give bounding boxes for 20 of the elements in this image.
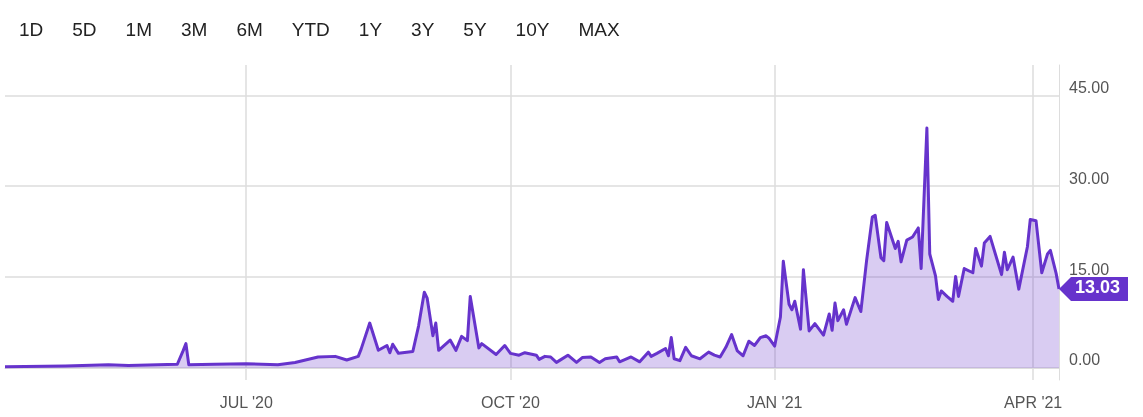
y-tick-label: 0.00 — [1069, 351, 1101, 369]
y-tick-label: 30.00 — [1069, 169, 1110, 187]
text: 1D — [19, 19, 44, 41]
text: 10Y — [515, 19, 550, 41]
text: 5Y — [463, 19, 487, 41]
annotation: 13.03 — [1059, 276, 1129, 301]
text: 1M — [125, 19, 152, 41]
text: 5D — [72, 19, 97, 41]
text: 3Y — [411, 19, 435, 41]
x-tick-label: JUL '20 — [219, 393, 273, 411]
x-tick-label: OCT '20 — [481, 393, 540, 411]
text: MAX — [578, 19, 620, 41]
text: 6M — [236, 19, 263, 41]
y-tick-label: 15.00 — [1069, 260, 1110, 278]
y-tick-label: 45.00 — [1069, 78, 1110, 96]
x-tick-label: JAN '21 — [746, 393, 803, 411]
x-tick-label: APR '21 — [1004, 393, 1063, 411]
text: 3M — [181, 19, 208, 41]
text: YTD — [291, 19, 330, 41]
text: 1Y — [358, 19, 383, 41]
